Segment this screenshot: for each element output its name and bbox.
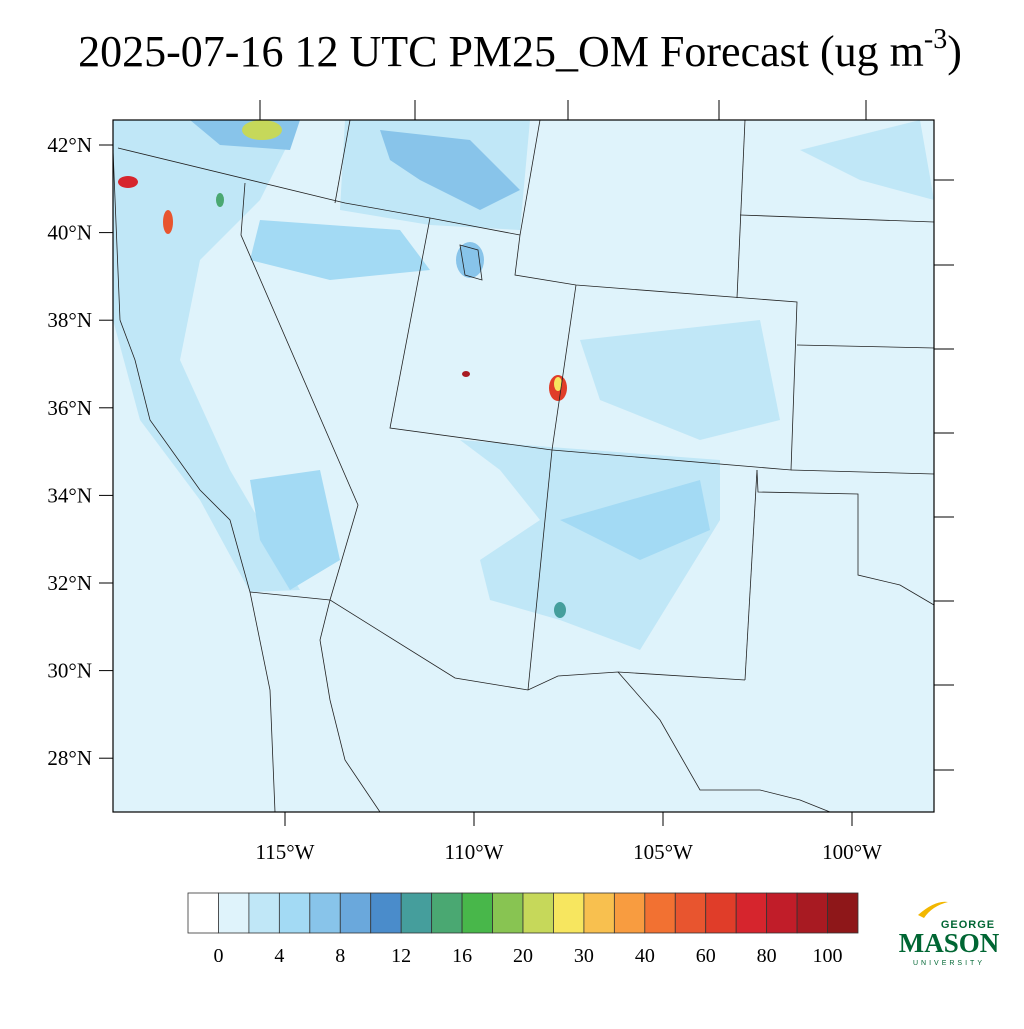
- lon-label: 115°W: [256, 840, 315, 864]
- title-superscript: -3: [924, 24, 947, 55]
- colorbar-label: 100: [813, 945, 843, 967]
- borders: [113, 120, 934, 812]
- colorbar-label: 60: [696, 945, 716, 967]
- title-main: 2025-07-16 12 UTC PM25_OM Forecast (ug m: [78, 27, 924, 76]
- colorbar-box: [583, 892, 615, 934]
- colorbar-label: 4: [274, 945, 284, 967]
- logo-top: GEORGE: [941, 919, 995, 931]
- colorbar-box: [705, 892, 737, 934]
- colorbar: 0 4 8 12 16 20 30 40 60 80 100: [187, 892, 859, 967]
- colorbar-label: 12: [391, 945, 411, 967]
- colorbar-box: [309, 892, 341, 934]
- colorbar-box: [766, 892, 798, 934]
- colorbar-box: [735, 892, 768, 934]
- colorbar-box: [431, 892, 463, 934]
- lat-label: 34°N: [47, 483, 92, 507]
- colorbar-box: [492, 892, 524, 934]
- colorbar-box: [796, 892, 828, 934]
- lat-label: 40°N: [47, 221, 92, 245]
- colorbar-label: 8: [335, 945, 345, 967]
- colorbar-box: [339, 892, 372, 934]
- colorbar-box: [827, 892, 859, 934]
- colorbar-label: 20: [513, 945, 533, 967]
- colorbar-box: [644, 892, 676, 934]
- title-end: ): [947, 27, 962, 76]
- lat-label: 28°N: [47, 746, 92, 770]
- colorbar-box: [400, 892, 433, 934]
- colorbar-label: 40: [635, 945, 655, 967]
- lat-label: 38°N: [47, 308, 92, 332]
- colorbar-box: [370, 892, 402, 934]
- colorbar-box: [522, 892, 554, 934]
- colorbar-box: [674, 892, 707, 934]
- colorbar-label: 80: [757, 945, 777, 967]
- lon-label: 110°W: [445, 840, 504, 864]
- colorbar-label: 16: [452, 945, 472, 967]
- lon-label: 105°W: [633, 840, 693, 864]
- colorbar-label: 30: [574, 945, 594, 967]
- colorbar-box: [218, 892, 250, 934]
- colorbar-box: [187, 892, 219, 934]
- lat-label: 30°N: [47, 659, 92, 683]
- colorbar-label: 0: [213, 945, 223, 967]
- lat-label: 36°N: [47, 396, 92, 420]
- lat-label: 42°N: [47, 133, 92, 157]
- title: 2025-07-16 12 UTC PM25_OM Forecast (ug m…: [78, 24, 962, 76]
- map: 42°N 40°N 38°N 36°N 34°N 32°N 30°N 28°N 115°W 110…: [47, 100, 954, 864]
- colorbar-box: [461, 892, 493, 934]
- map-axes: 42°N 40°N 38°N 36°N 34°N 32°N 30°N 28°N 115°W 110…: [47, 100, 954, 864]
- logo-main: MASON: [899, 928, 1000, 958]
- colorbar-box: [278, 892, 311, 934]
- map-frame: [112, 119, 935, 813]
- colorbar-box: [248, 892, 280, 934]
- lon-label: 100°W: [822, 840, 882, 864]
- concentration-field: [113, 120, 934, 650]
- colorbar-box: [553, 892, 585, 934]
- logo-bottom: UNIVERSITY: [913, 960, 985, 967]
- lat-label: 32°N: [47, 571, 92, 595]
- colorbar-box: [613, 892, 646, 934]
- gmu-logo: GEORGE MASON UNIVERSITY: [899, 901, 1000, 967]
